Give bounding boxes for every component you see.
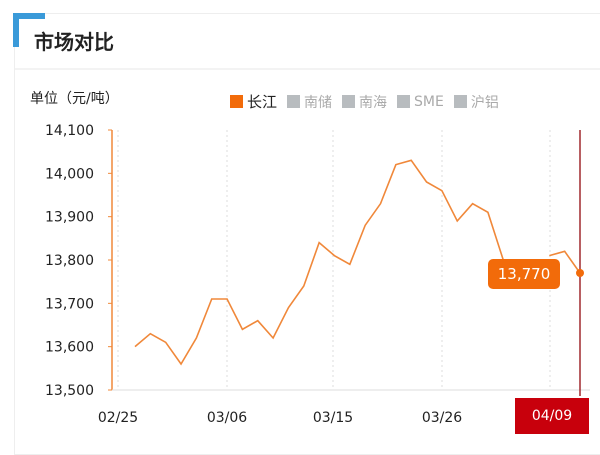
x-tick-label: 02/25: [98, 410, 138, 426]
x-tick-label: 03/26: [422, 410, 462, 426]
y-axis-unit: 单位（元/吨）: [30, 91, 119, 107]
legend-label: 沪铝: [470, 94, 499, 111]
legend-item-4[interactable]: 沪铝: [453, 91, 499, 112]
legend-swatch-icon: [230, 95, 243, 108]
y-tick-label: 14,000: [45, 166, 94, 182]
tooltip-value: 13,770: [488, 259, 560, 289]
y-tick-label: 13,700: [45, 296, 94, 312]
crosshair-date-label: 04/09: [515, 398, 589, 434]
legend-swatch-icon: [342, 95, 356, 108]
legend-label: 长江: [247, 93, 278, 111]
y-tick-label: 13,600: [45, 340, 94, 356]
y-tick-label: 14,100: [45, 123, 94, 139]
legend-item-1[interactable]: 南储: [287, 91, 332, 112]
legend: 长江 南储 南海 SME 沪铝: [230, 91, 499, 112]
legend-label: 南储: [304, 94, 333, 111]
series-line: [134, 159, 581, 366]
legend-swatch-icon: [287, 95, 301, 108]
legend-label: SME: [414, 93, 444, 110]
y-tick-label: 13,900: [45, 210, 94, 226]
y-tick-label: 13,800: [45, 253, 94, 269]
legend-swatch-icon: [397, 95, 411, 108]
divider: [15, 68, 600, 70]
x-tick-label: 03/06: [207, 410, 247, 426]
x-tick-label: 03/15: [313, 410, 353, 426]
title-corner-decoration: [13, 13, 45, 47]
data-point: [576, 269, 584, 277]
page-title: 市场对比: [34, 30, 114, 54]
legend-item-0[interactable]: 长江: [230, 91, 277, 112]
legend-swatch-icon: [453, 95, 467, 108]
y-tick-label: 13,500: [45, 383, 94, 399]
legend-item-3[interactable]: SME: [397, 91, 444, 112]
legend-label: 南海: [359, 94, 388, 111]
legend-item-2[interactable]: 南海: [342, 91, 387, 112]
